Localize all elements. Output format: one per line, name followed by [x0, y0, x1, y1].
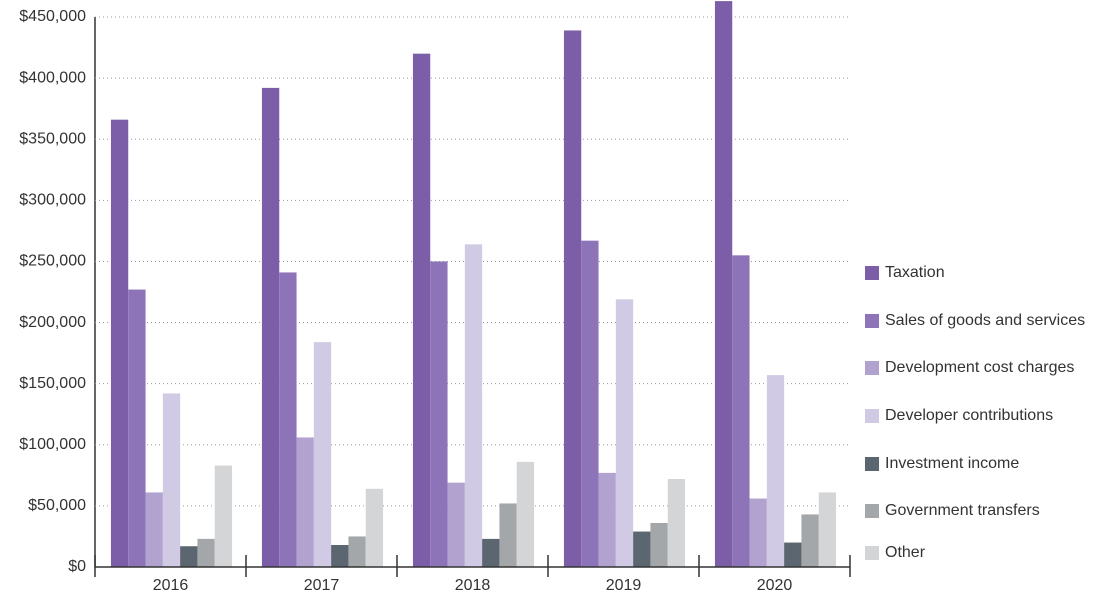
y-tick-label: $300,000: [19, 192, 86, 209]
legend-label: Taxation: [885, 264, 945, 281]
x-tick-label: 2016: [153, 577, 189, 594]
bar: [447, 482, 465, 567]
bar: [348, 536, 366, 567]
legend-label: Sales of goods and services: [885, 312, 1085, 329]
bar: [818, 492, 837, 567]
legend-label: Government transfers: [885, 502, 1040, 519]
bar: [430, 261, 448, 567]
y-tick-label: $250,000: [19, 253, 86, 270]
bar: [412, 53, 431, 567]
bar: [482, 538, 500, 567]
bar: [784, 542, 802, 567]
y-tick-label: $50,000: [28, 497, 86, 514]
legend-swatch: [865, 546, 879, 560]
bar: [650, 523, 668, 567]
y-tick-label: $200,000: [19, 314, 86, 331]
bar: [313, 342, 332, 567]
bar: [365, 488, 384, 567]
bar: [331, 545, 349, 567]
legend-swatch: [865, 409, 879, 423]
bar: [598, 472, 616, 567]
bar: [615, 299, 634, 567]
bar: [261, 87, 280, 567]
bar: [145, 492, 163, 567]
x-tick-label: 2017: [304, 577, 340, 594]
bar: [162, 393, 181, 567]
bar: [749, 498, 767, 567]
legend-label: Investment income: [885, 455, 1019, 472]
legend-label: Developer contributions: [885, 407, 1053, 424]
bar: [464, 244, 483, 568]
bar: [563, 30, 582, 567]
bar: [499, 503, 517, 567]
x-tick-label: 2018: [455, 577, 491, 594]
legend-swatch: [865, 266, 879, 280]
bar: [516, 461, 535, 567]
legend-label: Development cost charges: [885, 359, 1074, 376]
bar: [296, 437, 314, 567]
bar: [714, 1, 733, 568]
y-tick-label: $150,000: [19, 375, 86, 392]
legend-swatch: [865, 361, 879, 375]
legend-swatch: [865, 457, 879, 471]
bar: [667, 479, 686, 567]
bar: [732, 255, 750, 568]
bar: [214, 465, 233, 567]
bar: [197, 538, 215, 567]
bar: [581, 240, 599, 567]
x-tick-label: 2020: [757, 577, 793, 594]
bar: [110, 119, 129, 568]
bar: [801, 514, 819, 567]
y-tick-label: $400,000: [19, 69, 86, 86]
x-tick-label: 2019: [606, 577, 642, 594]
y-tick-label: $350,000: [19, 130, 86, 147]
bar: [180, 546, 198, 567]
y-tick-label: $100,000: [19, 436, 86, 453]
y-tick-label: $0: [68, 558, 86, 575]
bar: [766, 375, 785, 567]
legend-swatch: [865, 504, 879, 518]
legend-swatch: [865, 314, 879, 328]
bar: [128, 289, 146, 567]
bar: [279, 272, 297, 567]
y-tick-label: $450,000: [19, 8, 86, 25]
bar: [633, 531, 651, 567]
legend-label: Other: [885, 544, 926, 561]
